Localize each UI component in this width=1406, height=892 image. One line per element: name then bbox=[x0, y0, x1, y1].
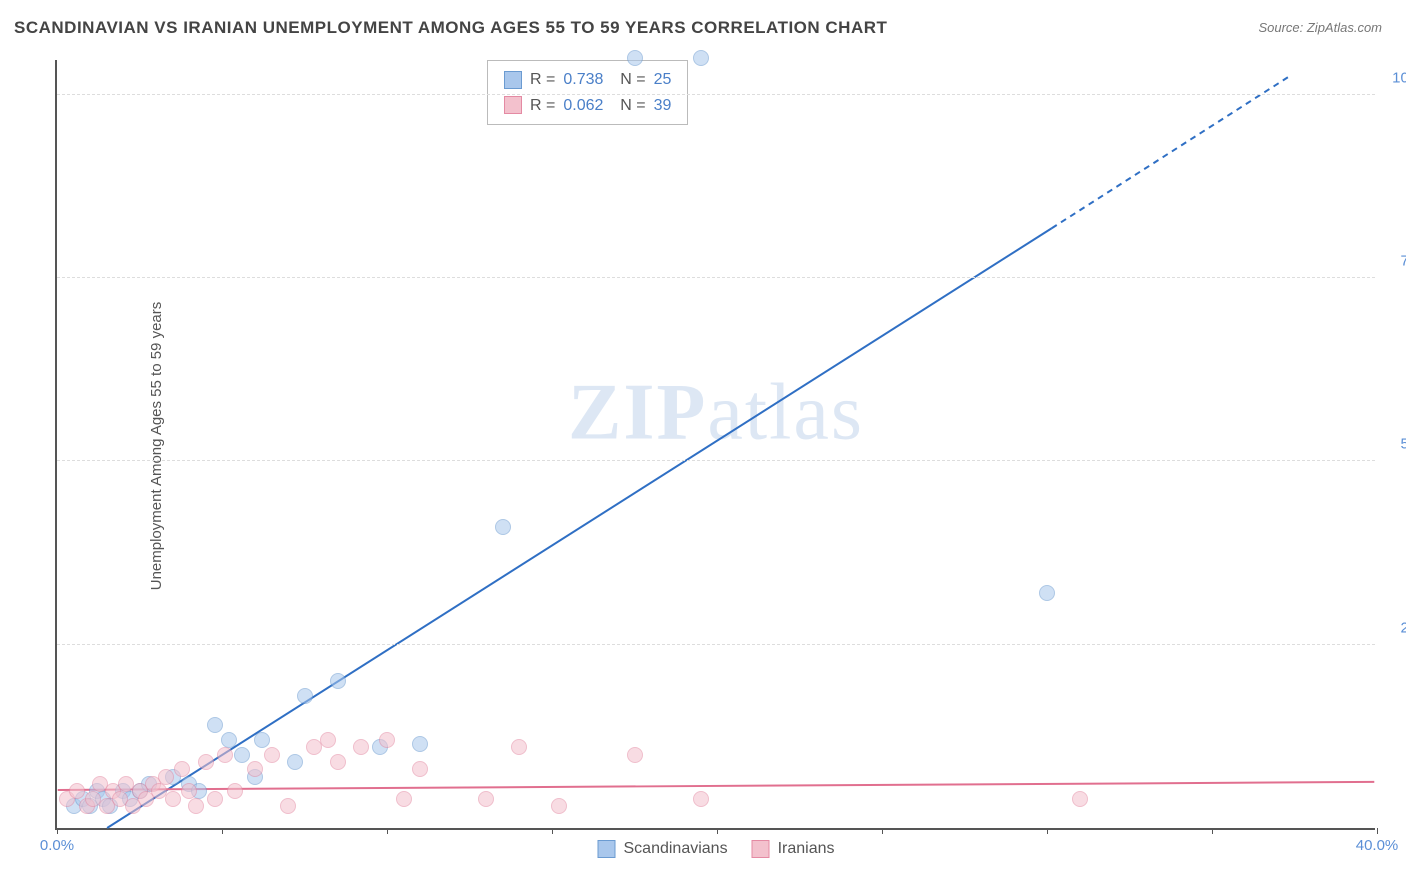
data-point-scandinavians bbox=[495, 519, 511, 535]
legend-label-iranians: Iranians bbox=[778, 840, 835, 858]
data-point-scandinavians bbox=[693, 50, 709, 66]
swatch-scandinavians bbox=[504, 71, 522, 89]
data-point-iranians bbox=[198, 754, 214, 770]
data-point-iranians bbox=[188, 798, 204, 814]
corr-row-iranians: R = 0.062 N = 39 bbox=[504, 93, 671, 119]
x-tick-mark bbox=[882, 828, 883, 834]
data-point-iranians bbox=[174, 761, 190, 777]
gridline-h bbox=[57, 644, 1375, 645]
data-point-iranians bbox=[412, 761, 428, 777]
data-point-iranians bbox=[551, 798, 567, 814]
legend-swatch-scandinavians bbox=[598, 840, 616, 858]
x-tick-mark bbox=[1047, 828, 1048, 834]
x-tick-mark bbox=[717, 828, 718, 834]
data-point-iranians bbox=[379, 732, 395, 748]
x-tick-mark bbox=[1212, 828, 1213, 834]
data-point-scandinavians bbox=[1039, 585, 1055, 601]
data-point-iranians bbox=[1072, 791, 1088, 807]
data-point-iranians bbox=[181, 783, 197, 799]
data-point-iranians bbox=[247, 761, 263, 777]
data-point-scandinavians bbox=[297, 688, 313, 704]
data-point-iranians bbox=[158, 769, 174, 785]
legend-swatch-iranians bbox=[752, 840, 770, 858]
data-point-scandinavians bbox=[234, 747, 250, 763]
correlation-box: R = 0.738 N = 25 R = 0.062 N = 39 bbox=[487, 60, 688, 125]
legend-item-iranians: Iranians bbox=[752, 840, 835, 858]
trend-line bbox=[1052, 75, 1292, 229]
data-point-iranians bbox=[217, 747, 233, 763]
r-value-iranians: 0.062 bbox=[563, 93, 603, 119]
x-tick-mark bbox=[1377, 828, 1378, 834]
data-point-scandinavians bbox=[330, 673, 346, 689]
gridline-h bbox=[57, 460, 1375, 461]
x-tick-mark bbox=[57, 828, 58, 834]
legend-label-scandinavians: Scandinavians bbox=[624, 840, 728, 858]
data-point-iranians bbox=[227, 783, 243, 799]
trend-line bbox=[107, 228, 1052, 828]
data-point-iranians bbox=[396, 791, 412, 807]
y-tick-label: 25.0% bbox=[1383, 619, 1406, 636]
data-point-iranians bbox=[627, 747, 643, 763]
r-value-scandinavians: 0.738 bbox=[563, 67, 603, 93]
chart-title: SCANDINAVIAN VS IRANIAN UNEMPLOYMENT AMO… bbox=[14, 18, 887, 38]
data-point-iranians bbox=[353, 739, 369, 755]
data-point-iranians bbox=[280, 798, 296, 814]
x-tick-mark bbox=[222, 828, 223, 834]
data-point-iranians bbox=[511, 739, 527, 755]
n-value-scandinavians: 25 bbox=[654, 67, 672, 93]
data-point-iranians bbox=[693, 791, 709, 807]
data-point-scandinavians bbox=[221, 732, 237, 748]
y-tick-label: 50.0% bbox=[1383, 436, 1406, 453]
source-label: Source: ZipAtlas.com bbox=[1258, 20, 1382, 35]
swatch-iranians bbox=[504, 96, 522, 114]
x-tick-mark bbox=[552, 828, 553, 834]
gridline-h bbox=[57, 277, 1375, 278]
legend-item-scandinavians: Scandinavians bbox=[598, 840, 728, 858]
data-point-scandinavians bbox=[627, 50, 643, 66]
data-point-scandinavians bbox=[287, 754, 303, 770]
n-value-iranians: 39 bbox=[654, 93, 672, 119]
trend-lines-layer bbox=[57, 60, 1375, 828]
data-point-iranians bbox=[165, 791, 181, 807]
x-tick-label: 0.0% bbox=[40, 837, 74, 854]
plot-area: ZIPatlas R = 0.738 N = 25 R = 0.062 N = … bbox=[55, 60, 1375, 830]
data-point-scandinavians bbox=[207, 717, 223, 733]
corr-row-scandinavians: R = 0.738 N = 25 bbox=[504, 67, 671, 93]
chart-container: SCANDINAVIAN VS IRANIAN UNEMPLOYMENT AMO… bbox=[0, 0, 1406, 892]
data-point-iranians bbox=[264, 747, 280, 763]
data-point-iranians bbox=[69, 783, 85, 799]
x-tick-label: 40.0% bbox=[1356, 837, 1399, 854]
data-point-iranians bbox=[207, 791, 223, 807]
bottom-legend: Scandinavians Iranians bbox=[598, 840, 835, 858]
data-point-scandinavians bbox=[254, 732, 270, 748]
data-point-iranians bbox=[320, 732, 336, 748]
data-point-iranians bbox=[478, 791, 494, 807]
y-tick-label: 75.0% bbox=[1383, 253, 1406, 270]
data-point-iranians bbox=[330, 754, 346, 770]
y-tick-label: 100.0% bbox=[1383, 69, 1406, 86]
data-point-scandinavians bbox=[412, 736, 428, 752]
gridline-h bbox=[57, 94, 1375, 95]
x-tick-mark bbox=[387, 828, 388, 834]
